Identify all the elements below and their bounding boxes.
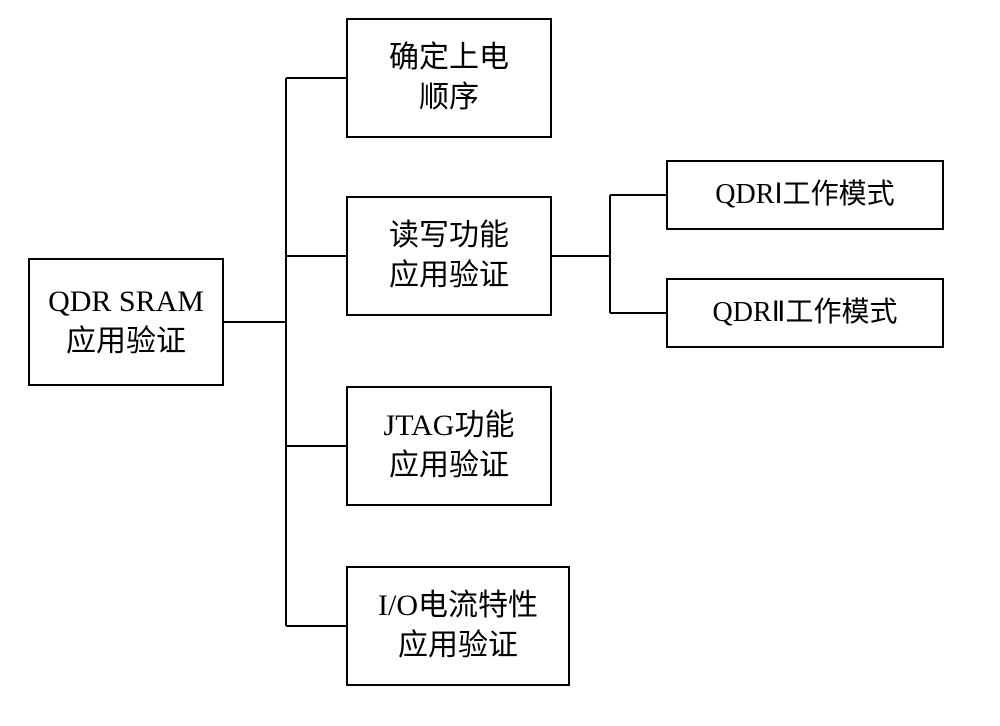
root-label: QDR SRAM 应用验证: [48, 282, 204, 363]
node-power: 确定上电 顺序: [346, 18, 552, 138]
node-qdr2: QDRⅡ工作模式: [666, 278, 944, 348]
node-jtag: JTAG功能 应用验证: [346, 386, 552, 506]
node-rw: 读写功能 应用验证: [346, 196, 552, 316]
node-qdr1: QDRⅠ工作模式: [666, 160, 944, 230]
node-jtag-label: JTAG功能 应用验证: [384, 406, 515, 487]
node-io-label: I/O电流特性 应用验证: [378, 586, 538, 667]
node-power-label: 确定上电 顺序: [389, 38, 509, 119]
node-rw-label: 读写功能 应用验证: [389, 216, 509, 297]
node-qdr2-label: QDRⅡ工作模式: [713, 294, 898, 332]
node-qdr1-label: QDRⅠ工作模式: [715, 176, 894, 214]
node-io: I/O电流特性 应用验证: [346, 566, 570, 686]
root-node: QDR SRAM 应用验证: [28, 258, 224, 386]
